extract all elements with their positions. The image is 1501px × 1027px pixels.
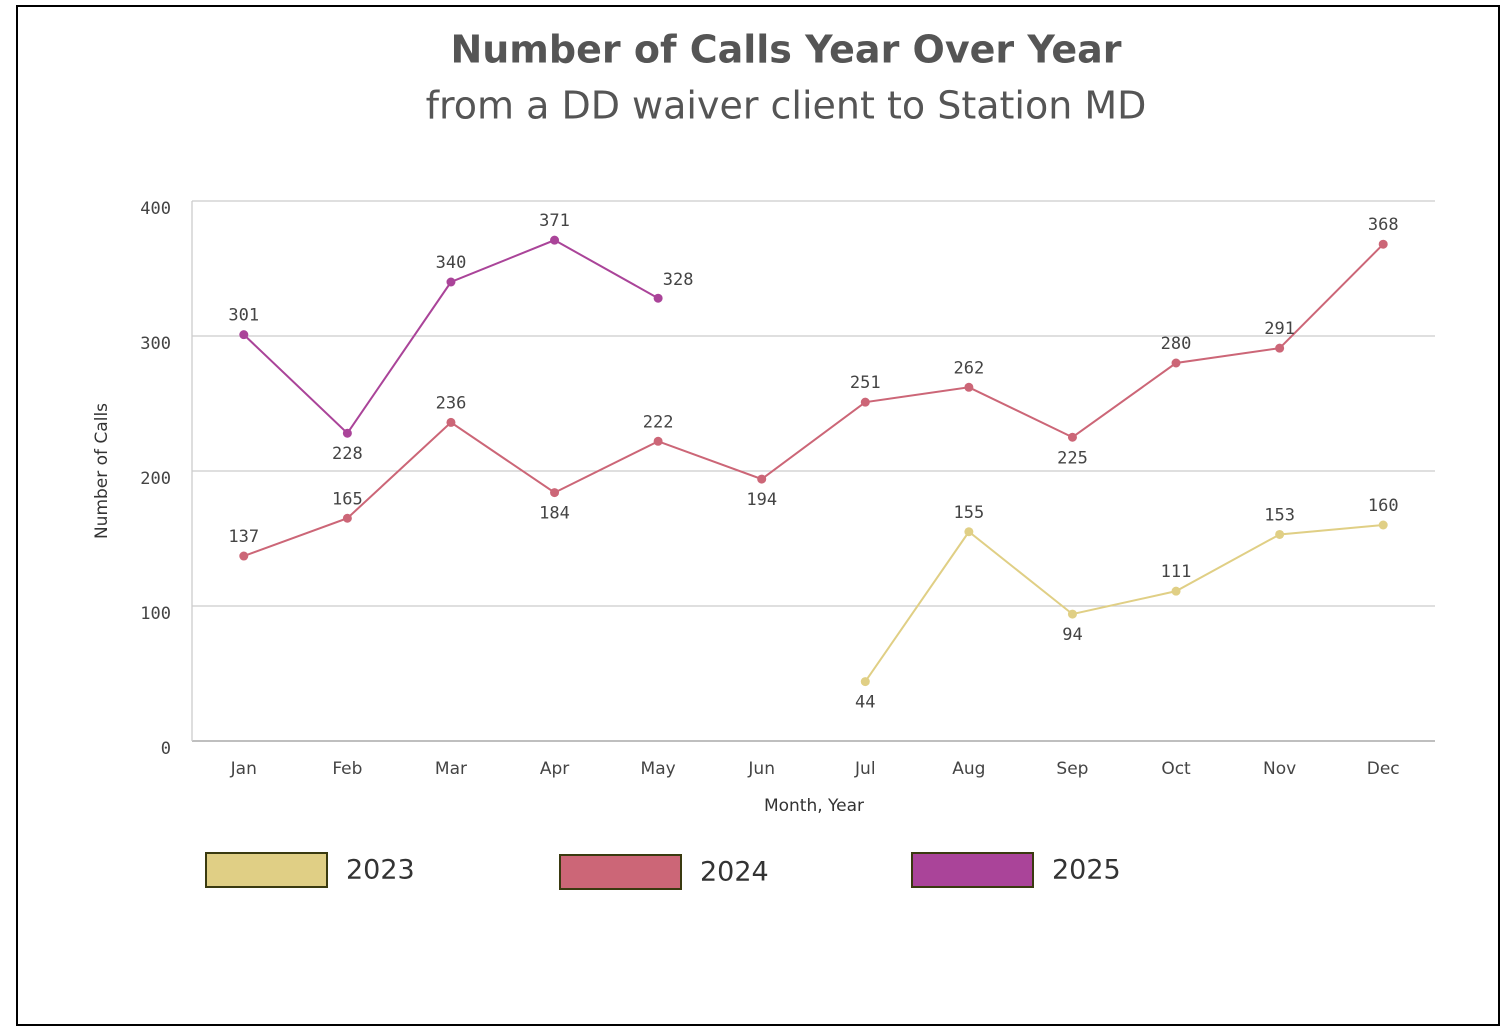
point bbox=[653, 436, 663, 446]
point bbox=[550, 235, 560, 245]
point bbox=[860, 397, 870, 407]
point bbox=[1171, 586, 1181, 596]
point bbox=[1378, 239, 1388, 249]
y-tick-label: 400 bbox=[140, 199, 171, 219]
point bbox=[1275, 343, 1285, 353]
legend-label: 2025 bbox=[1052, 855, 1121, 886]
point bbox=[550, 488, 560, 498]
data-label: 94 bbox=[1062, 625, 1082, 645]
chart-subtitle: from a DD waiver client to Station MD bbox=[426, 84, 1147, 128]
point bbox=[964, 527, 974, 537]
x-tick-label: Jul bbox=[854, 759, 876, 779]
point bbox=[1067, 432, 1077, 442]
point bbox=[446, 417, 456, 427]
data-label: 328 bbox=[663, 270, 694, 290]
x-tick-label: Aug bbox=[952, 759, 985, 779]
point bbox=[1171, 358, 1181, 368]
data-label: 165 bbox=[332, 489, 363, 509]
data-label: 194 bbox=[746, 490, 777, 510]
point bbox=[1275, 529, 1285, 539]
data-label: 301 bbox=[228, 306, 259, 326]
data-label: 222 bbox=[643, 412, 674, 432]
data-label: 160 bbox=[1368, 496, 1399, 516]
x-tick-label: Mar bbox=[435, 759, 467, 779]
point bbox=[239, 330, 249, 340]
legend-swatch bbox=[911, 852, 1034, 888]
y-tick-label: 200 bbox=[140, 469, 171, 489]
line bbox=[864, 524, 1384, 683]
data-label: 368 bbox=[1368, 215, 1399, 235]
data-label: 155 bbox=[954, 503, 985, 523]
legend-swatch bbox=[559, 854, 682, 890]
x-tick-label: Sep bbox=[1056, 759, 1088, 779]
y-tick-label: 300 bbox=[140, 334, 171, 354]
data-label: 228 bbox=[332, 444, 363, 464]
chart-title: Number of Calls Year Over Year bbox=[450, 28, 1121, 72]
data-label: 111 bbox=[1161, 562, 1192, 582]
point bbox=[239, 551, 249, 561]
y-tick-label: 0 bbox=[161, 739, 171, 759]
point bbox=[860, 677, 870, 687]
data-label: 262 bbox=[954, 358, 985, 378]
legend-label: 2023 bbox=[346, 855, 415, 886]
point bbox=[757, 474, 767, 484]
data-label: 184 bbox=[539, 504, 570, 524]
point bbox=[1067, 609, 1077, 619]
x-tick-label: Jan bbox=[230, 759, 257, 779]
data-label: 280 bbox=[1161, 334, 1192, 354]
line bbox=[243, 243, 1384, 557]
data-label: 225 bbox=[1057, 448, 1088, 468]
x-tick-label: Dec bbox=[1367, 759, 1400, 779]
data-label: 340 bbox=[436, 253, 467, 273]
data-label: 236 bbox=[436, 393, 467, 413]
x-axis-title: Month, Year bbox=[764, 796, 864, 816]
legend-swatch bbox=[205, 852, 328, 888]
point bbox=[446, 277, 456, 287]
x-tick-label: Jun bbox=[747, 759, 775, 779]
point bbox=[342, 513, 352, 523]
x-tick-label: Feb bbox=[332, 759, 362, 779]
point bbox=[342, 428, 352, 438]
y-tick-label: 100 bbox=[140, 604, 171, 624]
legend-label: 2024 bbox=[700, 857, 769, 888]
x-tick-label: Nov bbox=[1263, 759, 1296, 779]
point bbox=[1378, 520, 1388, 530]
x-tick-label: Apr bbox=[540, 759, 569, 779]
x-tick-label: Oct bbox=[1161, 759, 1191, 779]
point bbox=[964, 382, 974, 392]
data-label: 153 bbox=[1264, 505, 1295, 525]
data-label: 137 bbox=[228, 527, 259, 547]
x-tick-label: May bbox=[641, 759, 676, 779]
point bbox=[653, 293, 663, 303]
data-label: 291 bbox=[1264, 319, 1295, 339]
y-axis-title: Number of Calls bbox=[92, 403, 112, 539]
data-label: 371 bbox=[539, 211, 570, 231]
data-label: 251 bbox=[850, 373, 881, 393]
data-label: 44 bbox=[855, 693, 875, 713]
